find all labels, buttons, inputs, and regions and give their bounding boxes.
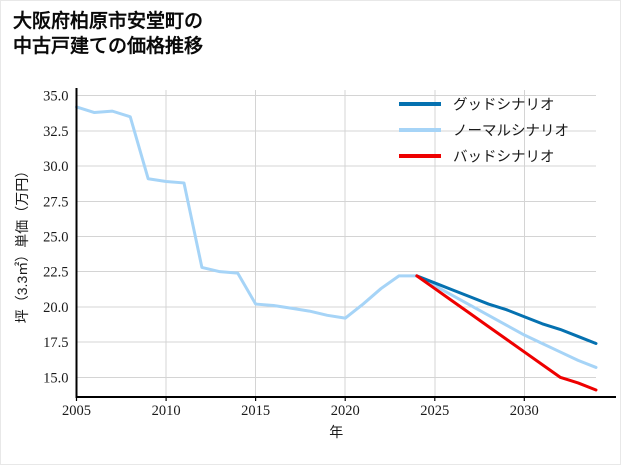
y-tick-label: 32.5 [43, 124, 68, 140]
x-axis-title: 年 [329, 424, 343, 440]
x-tick-label: 2020 [331, 403, 360, 419]
y-tick-label: 25.0 [43, 230, 68, 246]
x-tick-label: 2030 [510, 403, 539, 419]
y-axis-title: 坪（3.3㎡）単価（万円） [14, 164, 30, 323]
x-tick-label: 2015 [241, 403, 270, 419]
y-tick-label: 20.0 [43, 300, 68, 316]
series-line [415, 274, 598, 392]
legend-label: ノーマルシナリオ [453, 124, 569, 140]
y-tick-label: 22.5 [43, 265, 68, 281]
legend-label: グッドシナリオ [453, 97, 555, 114]
legend-label: バッドシナリオ [453, 150, 555, 166]
series-line [75, 105, 598, 369]
x-tick-label: 2025 [420, 403, 449, 419]
y-tick-label: 30.0 [43, 159, 68, 175]
page-title: 大阪府柏原市安堂町の 中古戸建ての価格推移 [13, 11, 204, 58]
series-group [75, 105, 598, 392]
x-tick-label: 2010 [152, 403, 181, 419]
series-line [415, 274, 598, 345]
y-tick-label: 15.0 [43, 370, 68, 386]
x-tick-label: 2005 [62, 403, 91, 419]
y-tick-label: 17.5 [43, 335, 68, 351]
y-tick-label: 35.0 [43, 89, 68, 105]
tick-labels-group: 15.0 17.5 20.0 22.5 25.0 27.5 30.0 32.5 35.0 2005… [43, 89, 539, 419]
y-tick-label: 27.5 [43, 194, 68, 210]
